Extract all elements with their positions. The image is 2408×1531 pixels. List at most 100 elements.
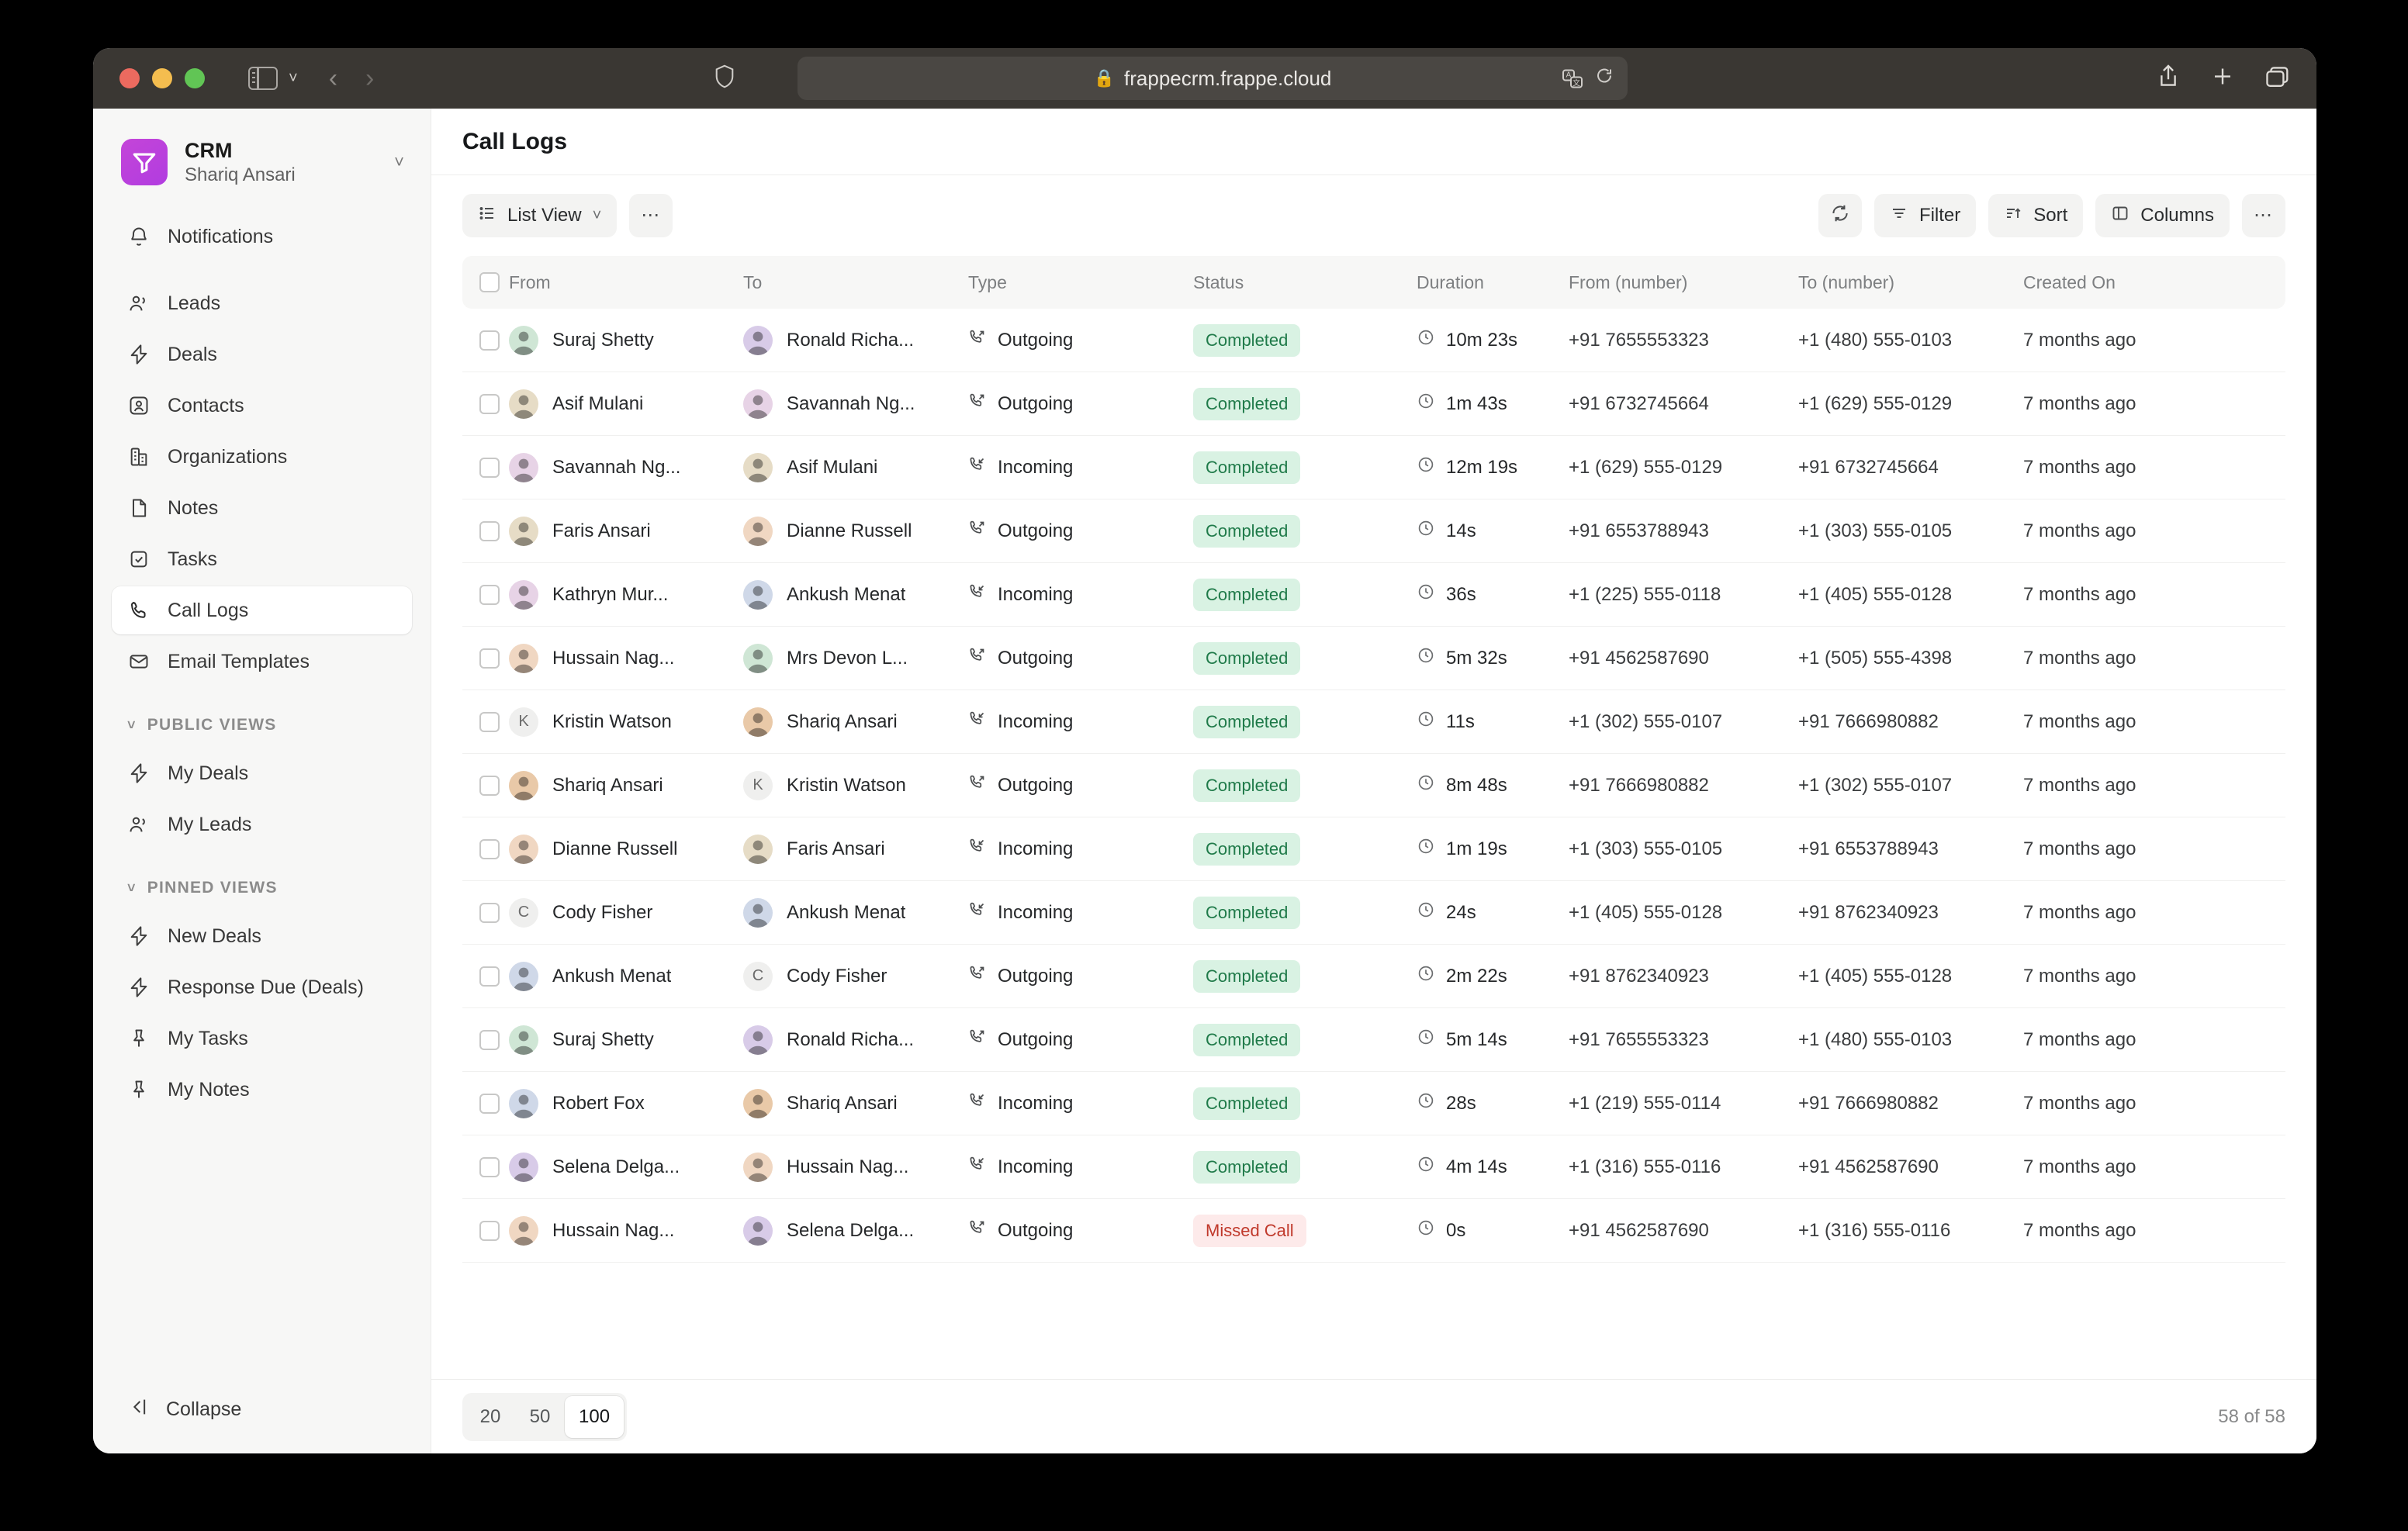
filter-button[interactable]: Filter (1873, 194, 1977, 237)
select-all-checkbox[interactable] (462, 272, 509, 292)
column-header-to-number[interactable]: To (number) (1798, 271, 1894, 292)
clock-icon (1417, 1091, 1435, 1115)
sidebar-item-my-leads[interactable]: My Leads (112, 800, 412, 848)
sidebar-item-contacts[interactable]: Contacts (112, 382, 412, 430)
sidebar-item-response-due-deals[interactable]: Response Due (Deals) (112, 963, 412, 1011)
row-checkbox[interactable] (462, 648, 509, 669)
view-options-button[interactable]: ⋯ (629, 194, 673, 237)
avatar (743, 389, 773, 419)
duration-value: 1m 43s (1446, 392, 1507, 414)
page-size-100[interactable]: 100 (565, 1395, 624, 1438)
chevron-down-icon[interactable]: ˅ (289, 70, 298, 87)
row-checkbox[interactable] (462, 902, 509, 923)
workspace-switcher[interactable]: CRM Shariq Ansari ˅ (116, 132, 412, 192)
chevron-down-icon[interactable]: ˅ (394, 152, 404, 172)
list-toolbar: List View ˅ ⋯ (431, 175, 2316, 256)
checkbox-icon (479, 1156, 500, 1177)
row-checkbox[interactable] (462, 775, 509, 796)
column-header-from-number[interactable]: From (number) (1569, 271, 1688, 292)
row-checkbox[interactable] (462, 393, 509, 414)
table-row[interactable]: Hussain Nag... Selena Delga... Outgoing Mis… (462, 1199, 2285, 1263)
table-row[interactable]: Shariq Ansari K Kristin Watson Outgoing Comp… (462, 754, 2285, 817)
sidebar-toggle-button[interactable]: ˅ (248, 67, 298, 90)
chevron-left-icon[interactable]: ‹ (328, 64, 338, 93)
status-badge: Completed (1193, 1023, 1301, 1056)
reload-icon[interactable] (1595, 67, 1614, 91)
sidebar-item-new-deals[interactable]: New Deals (112, 912, 412, 960)
maximize-window-button[interactable] (185, 68, 205, 88)
table-row[interactable]: Selena Delga... Hussain Nag... Incoming Com… (462, 1135, 2285, 1199)
table-row[interactable]: Dianne Russell Faris Ansari Incoming Comple… (462, 817, 2285, 881)
refresh-button[interactable] (1818, 194, 1862, 237)
close-window-button[interactable] (119, 68, 140, 88)
row-checkbox[interactable] (462, 838, 509, 859)
sidebar-item-my-notes[interactable]: My Notes (112, 1066, 412, 1114)
column-header-created-on[interactable]: Created On (2023, 271, 2116, 292)
page-size-20[interactable]: 20 (465, 1396, 515, 1438)
pinned-views-list: New Deals Response Due (Deals) My Tasks (93, 912, 431, 1117)
columns-button[interactable]: Columns (2095, 194, 2230, 237)
row-checkbox[interactable] (462, 457, 509, 478)
sidebar-item-notes[interactable]: Notes (112, 484, 412, 532)
table-row[interactable]: Suraj Shetty Ronald Richa... Outgoing Compl… (462, 309, 2285, 372)
collapse-sidebar-button[interactable]: Collapse (112, 1385, 412, 1433)
row-checkbox[interactable] (462, 1029, 509, 1050)
sidebar-item-notifications[interactable]: Notifications (112, 213, 412, 261)
sidebar-item-organizations[interactable]: Organizations (112, 433, 412, 481)
share-icon[interactable] (2157, 64, 2180, 93)
table-row[interactable]: Kathryn Mur... Ankush Menat Incoming Comple… (462, 563, 2285, 627)
table-row[interactable]: Robert Fox Shariq Ansari Incoming Completed… (462, 1072, 2285, 1135)
row-checkbox[interactable] (462, 711, 509, 732)
type-label: Outgoing (998, 520, 1074, 541)
table-row[interactable]: C Cody Fisher Ankush Menat Incoming Complete… (462, 881, 2285, 945)
table-row[interactable]: Ankush Menat C Cody Fisher Outgoing Complete… (462, 945, 2285, 1008)
type-label: Incoming (998, 1092, 1074, 1114)
sidebar-item-deals[interactable]: Deals (112, 330, 412, 378)
row-checkbox[interactable] (462, 1093, 509, 1114)
cell-duration: 4m 14s (1417, 1155, 1569, 1179)
sidebar-item-email-templates[interactable]: Email Templates (112, 638, 412, 686)
shield-icon[interactable] (714, 64, 735, 93)
row-checkbox[interactable] (462, 584, 509, 605)
sidebar-item-call-logs[interactable]: Call Logs (112, 586, 412, 635)
column-header-from[interactable]: From (509, 271, 551, 292)
row-checkbox[interactable] (462, 330, 509, 351)
row-checkbox[interactable] (462, 1156, 509, 1177)
table-row[interactable]: Asif Mulani Savannah Ng... Outgoing Complet… (462, 372, 2285, 436)
column-header-type[interactable]: Type (968, 271, 1007, 292)
table-row[interactable]: Savannah Ng... Asif Mulani Incoming Complet… (462, 436, 2285, 499)
sidebar-item-my-deals[interactable]: My Deals (112, 749, 412, 797)
column-header-to[interactable]: To (743, 271, 763, 292)
row-checkbox[interactable] (462, 1220, 509, 1241)
row-checkbox[interactable] (462, 966, 509, 987)
public-views-header[interactable]: ˅ PUBLIC VIEWS (112, 703, 412, 748)
table-row[interactable]: K Kristin Watson Shariq Ansari Incoming Comp… (462, 690, 2285, 754)
sidebar-item-my-tasks[interactable]: My Tasks (112, 1014, 412, 1063)
from-name: Hussain Nag... (552, 647, 675, 669)
table-row[interactable]: Faris Ansari Dianne Russell Outgoing Comple… (462, 499, 2285, 563)
page-size-50[interactable]: 50 (515, 1396, 565, 1438)
view-selector-button[interactable]: List View ˅ (462, 194, 618, 237)
table-row[interactable]: Suraj Shetty Ronald Richa... Outgoing Compl… (462, 1008, 2285, 1072)
list-more-button[interactable]: ⋯ (2242, 194, 2285, 237)
column-header-duration[interactable]: Duration (1417, 271, 1484, 292)
nav-arrows[interactable]: ‹ › (329, 65, 375, 92)
cell-type: Outgoing (968, 519, 1193, 543)
page-size-selector[interactable]: 20 50 100 (462, 1392, 628, 1441)
chevron-right-icon[interactable]: › (365, 64, 375, 93)
type-label: Incoming (998, 583, 1074, 605)
traffic-lights[interactable] (119, 68, 205, 88)
minimize-window-button[interactable] (152, 68, 172, 88)
plus-icon[interactable] (2211, 65, 2234, 92)
pinned-views-header[interactable]: ˅ PINNED VIEWS (112, 866, 412, 911)
sidebar-item-leads[interactable]: Leads (112, 279, 412, 327)
sidebar-item-tasks[interactable]: Tasks (112, 535, 412, 583)
sidebar-nav: Notifications Leads Deals (93, 213, 431, 689)
row-checkbox[interactable] (462, 520, 509, 541)
table-row[interactable]: Hussain Nag... Mrs Devon L... Outgoing Comp… (462, 627, 2285, 690)
column-header-status[interactable]: Status (1193, 271, 1244, 292)
tab-overview-icon[interactable] (2265, 65, 2290, 92)
sort-button[interactable]: Sort (1988, 194, 2084, 237)
